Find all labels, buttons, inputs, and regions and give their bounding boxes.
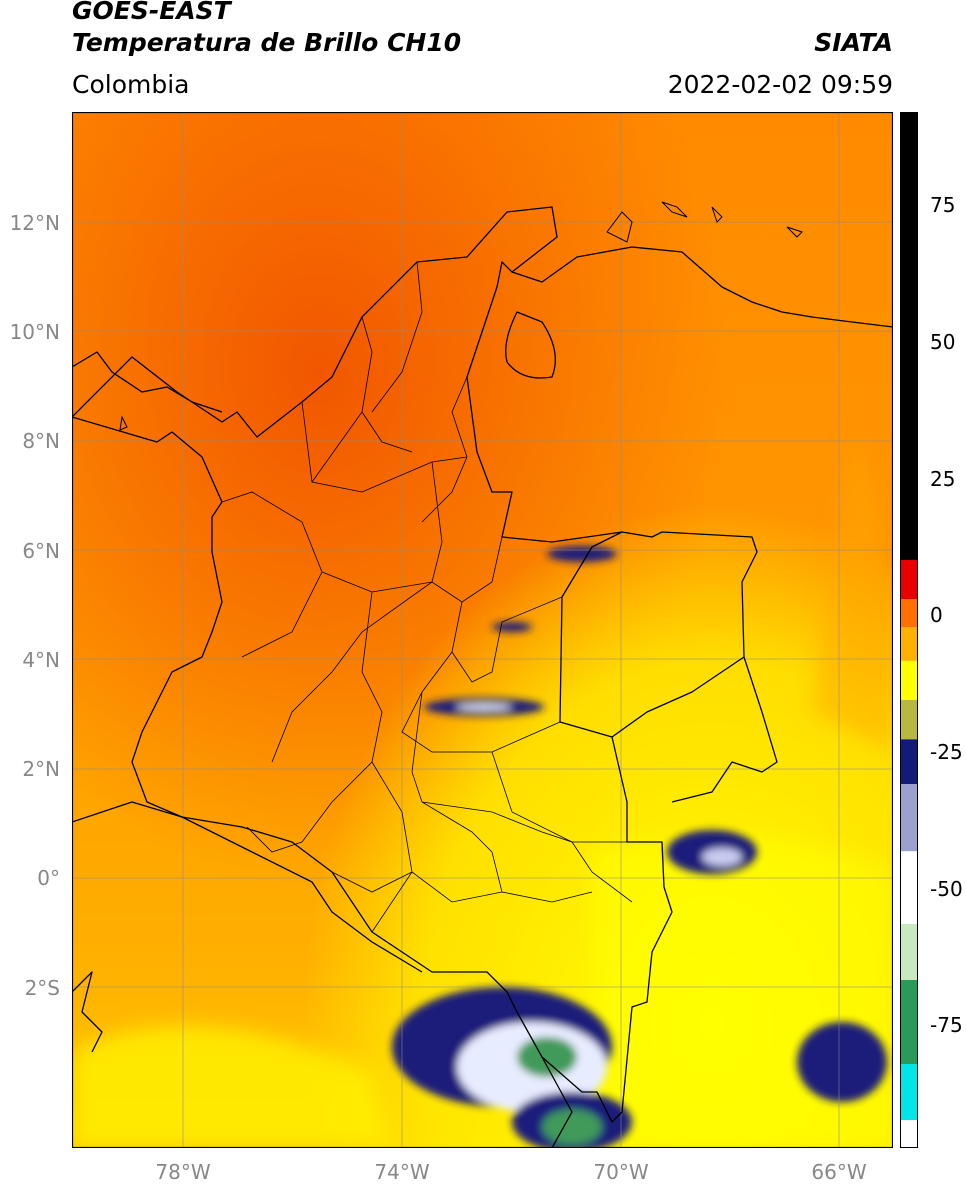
colorbar-band [900, 599, 918, 628]
colorbar-band [900, 112, 918, 560]
colorbar-tick-50: 50 [930, 330, 956, 354]
colorbar-tick-0: 0 [930, 603, 943, 627]
lat-tick-8n: 8°N [22, 429, 60, 453]
lat-tick-4n: 4°N [22, 648, 60, 672]
colorbar-band [900, 980, 918, 1064]
department-boundaries [221, 261, 633, 933]
venezuela-coast [511, 246, 893, 328]
map-frame [72, 112, 893, 1148]
colorbar-band [900, 924, 918, 980]
colorbar-band [900, 700, 918, 740]
satellite-title: GOES-EAST [72, 0, 231, 25]
colorbar-bands [900, 112, 918, 1148]
colorbar-band [900, 1120, 918, 1148]
colorbar-tick-minus25: -25 [930, 740, 963, 764]
caribbean-islands [119, 201, 803, 431]
lon-tick-78w: 78°W [155, 1160, 211, 1184]
lon-tick-74w: 74°W [374, 1160, 430, 1184]
colorbar [900, 112, 918, 1148]
panama-coast [72, 351, 223, 413]
colorbar-band [900, 660, 918, 700]
colorbar-band [900, 560, 918, 600]
lon-tick-66w: 66°W [811, 1160, 867, 1184]
brightness-temperature-map [72, 112, 893, 1148]
cold-clouds [392, 546, 887, 1148]
lat-tick-2n: 2°N [22, 757, 60, 781]
organization-label: SIATA [814, 28, 893, 57]
venezuela-border [611, 531, 758, 738]
timestamp-label: 2022-02-02 09:59 [667, 70, 893, 99]
colorbar-tick-25: 25 [930, 467, 956, 491]
ecuador-peru-border [72, 801, 423, 973]
lon-tick-70w: 70°W [593, 1160, 649, 1184]
colorbar-band [900, 739, 918, 784]
product-title: Temperatura de Brillo CH10 [72, 28, 462, 57]
region-label: Colombia [72, 70, 190, 99]
ecuador-coast [72, 971, 103, 1053]
lat-tick-2s: 2°S [24, 976, 60, 1000]
lat-tick-6n: 6°N [22, 539, 60, 563]
lat-tick-0: 0° [37, 866, 60, 890]
peru-brazil-border [541, 1056, 573, 1148]
lat-tick-12n: 12°N [9, 211, 60, 235]
colorbar-tick-minus75: -75 [930, 1013, 963, 1037]
colorbar-frame [900, 112, 918, 1148]
lat-tick-10n: 10°N [9, 320, 60, 344]
colombia-border [72, 206, 673, 1123]
venezuela-brazil-border [671, 656, 778, 803]
boundaries [72, 206, 893, 1148]
colorbar-band [900, 851, 918, 924]
maracaibo-lake [505, 311, 556, 379]
colorbar-band [900, 1064, 918, 1120]
colorbar-band [900, 784, 918, 852]
colorbar-tick-75: 75 [930, 193, 956, 217]
colorbar-band [900, 627, 918, 661]
colorbar-tick-minus50: -50 [930, 877, 963, 901]
